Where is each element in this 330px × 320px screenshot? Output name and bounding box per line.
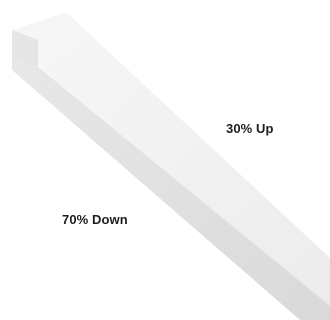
fixture-top-face — [12, 12, 330, 306]
down-light-label: 70% Down — [62, 212, 128, 227]
up-light-label: 30% Up — [226, 121, 274, 136]
fixture-end-cap — [12, 30, 38, 68]
fixture-edge-highlight — [37, 67, 330, 307]
fixture-side-face — [12, 58, 330, 320]
